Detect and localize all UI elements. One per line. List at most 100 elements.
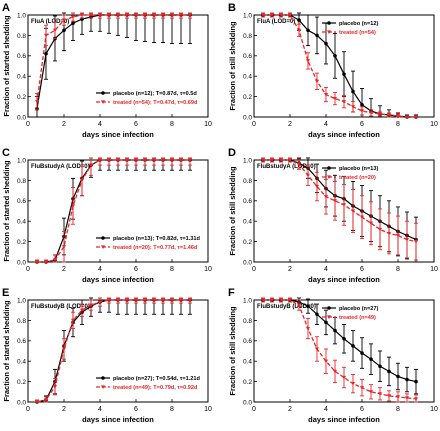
x-tick-label: 6 bbox=[134, 121, 138, 128]
panel-c: C FluBstudyA (LOD=0) 0 2 4 6 8 10 0.0 0.2 0.4 0.6 0.… bbox=[2, 147, 212, 284]
data-point bbox=[261, 13, 265, 17]
x-axis-label: days since infection bbox=[82, 275, 154, 284]
y-axis-label: Fraction of still shedding bbox=[228, 166, 237, 256]
data-point bbox=[405, 396, 409, 400]
data-point bbox=[306, 304, 310, 308]
legend-label-treated: treated (n=20) bbox=[339, 175, 376, 181]
data-point bbox=[107, 13, 111, 17]
x-axis-label: days since infection bbox=[82, 130, 154, 139]
data-point bbox=[369, 221, 373, 226]
legend-label-treated: treated (n=54) bbox=[339, 30, 376, 36]
x-tick-label: 0 bbox=[26, 266, 30, 273]
x-tick-label: 10 bbox=[430, 406, 438, 413]
panel-title: FluBstudyB (LOD=0) bbox=[257, 304, 316, 310]
data-point bbox=[387, 231, 391, 236]
x-tick-label: 10 bbox=[204, 266, 212, 273]
legend: placebo (n=27); T=0.54d, τ=1.21d treated … bbox=[96, 376, 200, 391]
y-tick-label: 0.6 bbox=[17, 338, 26, 345]
data-point bbox=[333, 199, 337, 203]
y-tick-label: 1.0 bbox=[17, 157, 26, 164]
legend-label-treated: treated (n=20); T=0.77d, τ=1.46d bbox=[113, 245, 198, 251]
data-point bbox=[143, 158, 147, 162]
legend-label-placebo: placebo (n=13); T=0.82d, τ=1.31d bbox=[113, 236, 200, 242]
y-tick-label: 0.4 bbox=[17, 359, 26, 366]
y-tick-label: 0.8 bbox=[17, 318, 26, 325]
x-tick-label: 4 bbox=[98, 406, 102, 413]
data-point bbox=[125, 13, 129, 17]
data-point bbox=[35, 100, 39, 104]
legend-label-placebo: placebo (n=13) bbox=[339, 166, 378, 172]
data-point bbox=[107, 298, 111, 302]
series-line bbox=[263, 299, 417, 383]
data-point bbox=[342, 72, 346, 76]
data-point bbox=[71, 21, 75, 25]
data-point bbox=[378, 112, 382, 116]
series-placebo bbox=[261, 297, 418, 395]
legend-marker-treated bbox=[101, 385, 105, 389]
x-tick-label: 10 bbox=[204, 121, 212, 128]
legend: placebo (n=13) treated (n=20) bbox=[322, 166, 378, 181]
panel-d: D FluBstudyA (LOD=0) 0 2 4 6 8 10 0.0 0.2 0.4 0.6 0.… bbox=[228, 147, 438, 284]
series-treated bbox=[35, 157, 192, 264]
data-point bbox=[89, 163, 93, 168]
y-tick-label: 0.2 bbox=[243, 94, 252, 101]
x-tick-label: 10 bbox=[430, 121, 438, 128]
y-axis-label: Fraction of still shedding bbox=[228, 21, 237, 111]
x-tick-label: 2 bbox=[288, 266, 292, 273]
legend-marker-placebo bbox=[101, 376, 105, 380]
panel-title: FluA (LOD=0) bbox=[31, 19, 69, 25]
data-point bbox=[369, 390, 373, 394]
y-axis-label: Fraction of started shedding bbox=[2, 160, 11, 262]
data-point bbox=[369, 111, 373, 115]
data-point bbox=[152, 13, 156, 17]
data-point bbox=[279, 13, 283, 17]
legend-marker-treated bbox=[327, 30, 331, 34]
data-point bbox=[116, 298, 120, 302]
plot-frame bbox=[253, 299, 435, 403]
y-tick-label: 1.0 bbox=[243, 12, 252, 19]
y-tick-label: 0.8 bbox=[17, 178, 26, 185]
data-point bbox=[351, 382, 355, 386]
data-point bbox=[71, 15, 75, 20]
data-point bbox=[270, 158, 274, 162]
panel-e: E FluBstudyB (LOD=0) 0 2 4 6 8 10 0.0 0.2 0.4 0.6 0.… bbox=[2, 287, 212, 424]
x-tick-label: 10 bbox=[204, 406, 212, 413]
legend: placebo (n=12); T=0.87d, τ=0.5d treated (… bbox=[96, 91, 198, 106]
legend-marker-treated bbox=[327, 315, 331, 319]
x-tick-label: 2 bbox=[288, 121, 292, 128]
x-tick-label: 0 bbox=[252, 121, 256, 128]
legend-label-treated: treated (n=49) bbox=[339, 315, 376, 321]
x-tick-label: 6 bbox=[360, 406, 364, 413]
legend-label-treated: treated (n=49); T=0.79d, τ=0.92d bbox=[113, 385, 198, 391]
y-tick-label: 0.0 bbox=[17, 399, 26, 406]
data-point bbox=[270, 13, 274, 17]
data-point bbox=[98, 300, 102, 305]
data-point bbox=[98, 13, 102, 17]
data-point bbox=[342, 203, 346, 207]
data-point bbox=[333, 328, 337, 333]
data-point bbox=[80, 13, 84, 17]
series-placebo bbox=[261, 12, 418, 119]
x-tick-label: 10 bbox=[430, 266, 438, 273]
series-treated bbox=[261, 157, 418, 261]
data-point bbox=[134, 13, 138, 17]
data-point bbox=[143, 13, 147, 17]
series-line bbox=[36, 14, 190, 102]
legend-marker-placebo bbox=[327, 21, 331, 25]
x-tick-label: 6 bbox=[134, 406, 138, 413]
y-tick-label: 0.2 bbox=[17, 239, 26, 246]
data-point bbox=[414, 397, 418, 401]
y-tick-label: 0.6 bbox=[17, 198, 26, 205]
legend: placebo (n=12) treated (n=54) bbox=[322, 21, 378, 36]
x-tick-label: 8 bbox=[396, 406, 400, 413]
x-tick-label: 6 bbox=[360, 121, 364, 128]
x-tick-label: 0 bbox=[26, 406, 30, 413]
y-tick-label: 0.6 bbox=[17, 53, 26, 60]
y-tick-label: 0.4 bbox=[17, 219, 26, 226]
data-point bbox=[279, 158, 283, 162]
series-placebo bbox=[261, 157, 418, 263]
data-point bbox=[360, 102, 364, 107]
data-point bbox=[170, 158, 174, 162]
data-point bbox=[125, 298, 129, 302]
